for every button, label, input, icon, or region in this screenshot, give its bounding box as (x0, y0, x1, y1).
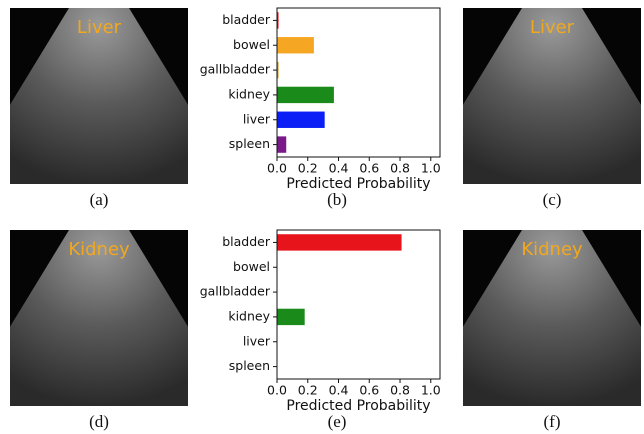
caption: (e) (328, 412, 347, 431)
y-tick-label: bladder (222, 12, 271, 27)
figure: Liver (a) Liver (c) Kidney (d) Kidney (f) bladde… (0, 0, 644, 434)
y-tick-label: kidney (228, 308, 270, 323)
caption: (a) (90, 190, 109, 209)
y-tick-label: gallbladder (200, 62, 271, 77)
bar (277, 309, 305, 325)
x-tick-label: 0.2 (298, 161, 318, 176)
bar (277, 112, 325, 128)
y-tick-label: bladder (222, 234, 271, 249)
x-axis-label: Predicted Probability (286, 398, 430, 414)
image-label: Liver (77, 17, 122, 38)
x-tick-label: 0.8 (390, 383, 410, 398)
y-tick-label: liver (243, 111, 271, 126)
bar (277, 234, 402, 250)
x-tick-label: 0.4 (329, 383, 349, 398)
image-panel: Liver (c) (463, 8, 641, 209)
caption: (b) (327, 190, 347, 209)
x-tick-label: 0.6 (359, 161, 379, 176)
image-label: Liver (530, 17, 575, 38)
bar (277, 136, 286, 152)
x-tick-label: 1.0 (421, 383, 441, 398)
x-axis-label: Predicted Probability (286, 176, 430, 192)
x-tick-label: 1.0 (421, 161, 441, 176)
bar (277, 37, 314, 53)
x-tick-label: 0.0 (267, 161, 287, 176)
y-tick-label: bowel (233, 37, 270, 52)
image-panel: Kidney (f) (463, 230, 641, 431)
y-tick-label: spleen (229, 358, 270, 373)
image-label: Kidney (521, 239, 583, 260)
x-tick-label: 0.8 (390, 161, 410, 176)
x-tick-label: 0.4 (329, 161, 349, 176)
y-tick-label: spleen (229, 136, 270, 151)
image-panel: Kidney (d) (10, 230, 188, 431)
caption: (c) (543, 190, 562, 209)
plot-frame (277, 8, 440, 157)
x-tick-label: 0.6 (359, 383, 379, 398)
caption: (f) (544, 412, 561, 431)
y-tick-label: liver (243, 333, 271, 348)
image-label: Kidney (68, 239, 130, 260)
x-tick-label: 0.2 (298, 383, 318, 398)
caption: (d) (89, 412, 109, 431)
bar (277, 87, 334, 103)
y-tick-label: gallbladder (200, 284, 271, 299)
y-tick-label: kidney (228, 86, 270, 101)
plot-frame (277, 230, 440, 379)
y-tick-label: bowel (233, 259, 270, 274)
image-panel: Liver (a) (10, 8, 188, 209)
x-tick-label: 0.0 (267, 383, 287, 398)
